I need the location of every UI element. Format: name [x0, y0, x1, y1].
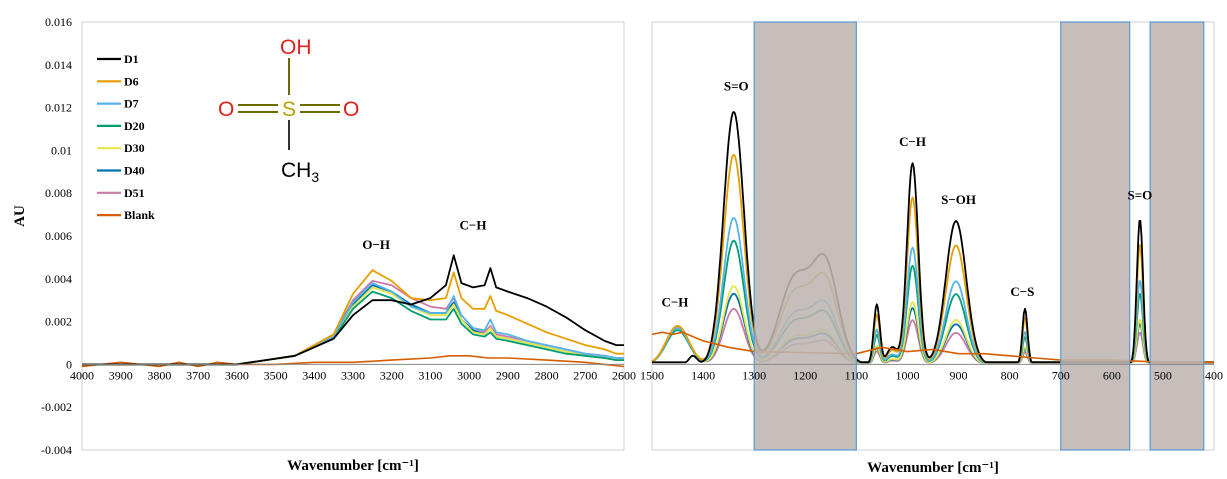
- y-tick-label: 0.014: [45, 58, 72, 72]
- y-tick-label: 0.006: [45, 229, 72, 243]
- y-tick-label: 0.008: [45, 186, 72, 200]
- legend-label-D20: D20: [124, 119, 145, 133]
- y-tick-label: 0.004: [45, 272, 72, 286]
- y-tick-label: -0.004: [41, 443, 72, 457]
- y-tick-label: 0: [66, 357, 72, 371]
- legend-label-D30: D30: [124, 141, 145, 155]
- series-line-D7: [82, 282, 624, 366]
- peak-label: S=O: [1128, 188, 1153, 203]
- x-tick-label: 600: [1103, 368, 1121, 382]
- molecule-subscript: 3: [311, 169, 319, 185]
- x-tick-label: 1200: [793, 368, 817, 382]
- peak-label: O−H: [362, 237, 390, 252]
- left-x-axis-title: Wavenumber [cm⁻¹]: [287, 458, 419, 474]
- molecule-o-left-label: O: [218, 98, 234, 121]
- x-tick-label: 800: [1001, 368, 1019, 382]
- right-x-axis-title: Wavenumber [cm⁻¹]: [867, 460, 999, 476]
- x-tick-label: 1100: [845, 368, 869, 382]
- excluded-region-shade: [753, 21, 857, 451]
- series-line-D6: [82, 269, 624, 366]
- x-tick-label: 1300: [742, 368, 766, 382]
- y-tick-label: -0.002: [41, 400, 72, 414]
- x-tick-label: 3300: [341, 368, 365, 382]
- x-tick-label: 3000: [457, 368, 481, 382]
- molecule-s-label: S: [282, 98, 296, 121]
- legend: D1 D6 D7 D20 D30 D40 D51 Blank: [97, 52, 155, 222]
- x-tick-label: 4000: [70, 368, 94, 382]
- peak-label: C−H: [662, 295, 689, 310]
- legend-label-D40: D40: [124, 164, 145, 178]
- series-line-D1: [82, 254, 624, 366]
- molecule-ch-text: CH: [281, 159, 311, 182]
- molecule-oh-label: OH: [280, 36, 312, 59]
- y-tick-label: 0.012: [45, 101, 72, 115]
- x-tick-label: 3900: [109, 368, 133, 382]
- peak-label: S−OH: [941, 192, 976, 207]
- peak-label: C−H: [899, 134, 926, 149]
- x-tick-label: 3700: [186, 368, 210, 382]
- excluded-region-shade: [1149, 21, 1205, 451]
- legend-label-D7: D7: [124, 97, 139, 111]
- x-tick-label: 500: [1154, 368, 1172, 382]
- legend-label-Blank: Blank: [124, 208, 155, 222]
- molecule-ch3-label: CH3: [281, 159, 319, 185]
- x-tick-label: 2800: [535, 368, 559, 382]
- peak-label: S=O: [724, 78, 749, 93]
- x-tick-label: 3100: [418, 368, 442, 382]
- x-tick-label: 1500: [640, 368, 664, 382]
- series-line-D20: [82, 290, 624, 366]
- legend-label-D51: D51: [124, 186, 145, 200]
- x-tick-label: 3500: [264, 368, 288, 382]
- molecule-structure: OH O S O CH3: [218, 36, 359, 185]
- x-tick-label: 2900: [496, 368, 520, 382]
- x-tick-label: 3200: [380, 368, 404, 382]
- x-tick-label: 2600: [612, 368, 636, 382]
- x-tick-label: 900: [950, 368, 968, 382]
- x-tick-label: 400: [1205, 368, 1223, 382]
- x-tick-label: 3400: [302, 368, 326, 382]
- y-tick-label: 0.002: [45, 315, 72, 329]
- excluded-region-shade: [1060, 21, 1131, 451]
- left-panel-plot-area: [81, 21, 625, 451]
- legend-label-D6: D6: [124, 74, 139, 88]
- peak-label: C−H: [460, 218, 487, 233]
- peak-label: C−S: [1010, 284, 1034, 299]
- y-tick-label: 0.016: [45, 15, 72, 29]
- series-line-D30: [82, 286, 624, 366]
- molecule-o-right-label: O: [343, 98, 359, 121]
- x-tick-label: 2700: [573, 368, 597, 382]
- series-line-Blank: [651, 331, 1214, 364]
- series-line-Blank: [81, 355, 625, 368]
- x-tick-label: 3600: [225, 368, 249, 382]
- x-tick-label: 700: [1052, 368, 1070, 382]
- x-tick-label: 1000: [895, 368, 919, 382]
- y-tick-label: 0.01: [51, 143, 72, 157]
- x-tick-label: 3800: [147, 368, 171, 382]
- legend-label-D1: D1: [124, 52, 139, 66]
- y-axis-title: AU: [12, 205, 28, 227]
- x-tick-label: 1400: [691, 368, 715, 382]
